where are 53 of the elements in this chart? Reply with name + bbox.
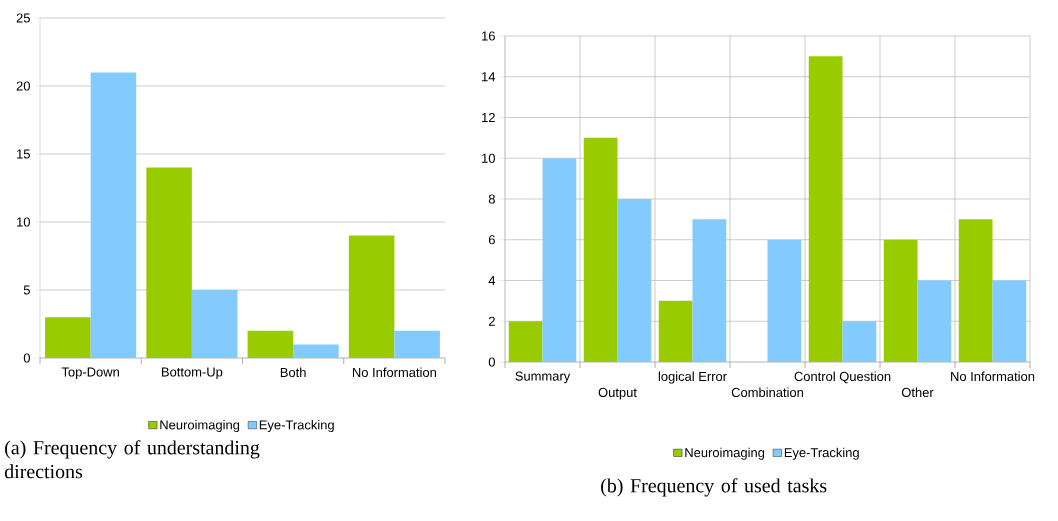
y-tick-label: 0 [23, 353, 30, 363]
text: (a) Frequency of understanding directions [4, 440, 260, 479]
bar [767, 239, 802, 362]
bar [883, 239, 918, 362]
y-tick-label: 2 [488, 316, 495, 326]
bar [348, 235, 395, 358]
bar [992, 280, 1027, 362]
y-tick-label: 15 [17, 149, 30, 159]
y-tick-label: 0 [488, 357, 495, 367]
bar [146, 167, 192, 358]
x-tick-label: Output [598, 387, 637, 400]
bar [917, 280, 952, 362]
text: (b) Frequency of used tasks [601, 478, 827, 497]
x-tick-label: No Information [951, 371, 1035, 382]
x-tick-label: Other [901, 387, 934, 398]
bar [658, 300, 693, 362]
x-tick-label: logical Error [658, 371, 727, 384]
legend-label: Neuroimaging [685, 447, 765, 460]
x-tick-label: No Information [352, 367, 436, 378]
y-tick-label: 20 [16, 81, 30, 91]
legend-label: Eye-Tracking [259, 419, 334, 433]
x-tick-label: Bottom-Up [162, 367, 223, 380]
bar [191, 289, 238, 358]
bar [45, 317, 91, 358]
y-tick-label: 25 [16, 13, 30, 23]
legend-label: Neuroimaging [160, 419, 240, 433]
x-tick-label: Summary [515, 371, 571, 384]
bar [692, 219, 727, 362]
y-tick-label: 5 [23, 285, 30, 295]
bar [542, 158, 577, 362]
y-tick-label: 12 [482, 112, 495, 123]
x-tick-label: Both [280, 367, 306, 378]
y-tick-label: 16 [482, 31, 495, 41]
y-tick-label: 10 [17, 217, 30, 227]
bar [247, 330, 294, 358]
bar [293, 344, 339, 358]
bar [394, 330, 440, 358]
bar [90, 72, 137, 358]
bar [808, 56, 843, 362]
bar [508, 321, 543, 362]
legend-label: Eye-Tracking [784, 447, 859, 460]
y-tick-label: 8 [488, 194, 495, 204]
x-tick-label: Combination [731, 387, 804, 398]
x-tick-label: Top-Down [61, 367, 119, 380]
bar [842, 321, 877, 362]
y-tick-label: 10 [482, 153, 495, 163]
y-tick-label: 4 [488, 276, 496, 285]
y-tick-label: 14 [482, 72, 496, 82]
bar [617, 198, 652, 362]
bar [958, 219, 993, 362]
y-tick-label: 6 [488, 235, 495, 245]
x-tick-label: Control Question [794, 371, 891, 384]
bar [583, 137, 618, 362]
